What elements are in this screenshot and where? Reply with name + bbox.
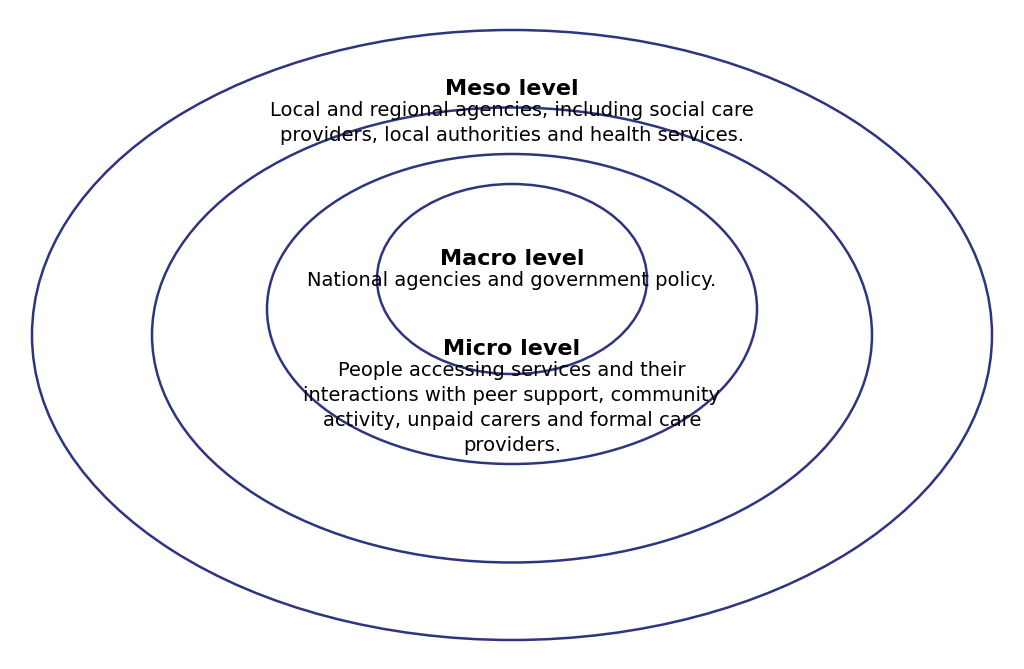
Text: Macro level: Macro level bbox=[439, 249, 585, 269]
Text: Micro level: Micro level bbox=[443, 339, 581, 359]
Text: National agencies and government policy.: National agencies and government policy. bbox=[307, 271, 717, 290]
Text: Local and regional agencies, including social care
providers, local authorities : Local and regional agencies, including s… bbox=[270, 101, 754, 145]
Text: People accessing services and their
interactions with peer support, community
ac: People accessing services and their inte… bbox=[303, 361, 721, 455]
Text: Meso level: Meso level bbox=[445, 79, 579, 99]
